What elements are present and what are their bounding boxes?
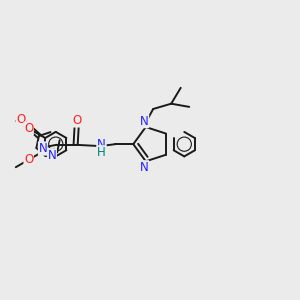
Text: N: N (38, 142, 47, 155)
Text: N: N (48, 149, 56, 162)
Text: O: O (72, 114, 81, 127)
Text: O: O (16, 113, 25, 126)
Text: O: O (24, 122, 33, 135)
Text: N: N (140, 115, 149, 128)
Text: N: N (140, 161, 149, 174)
Text: N: N (97, 138, 106, 151)
Text: H: H (97, 146, 106, 159)
Text: O: O (24, 153, 33, 166)
